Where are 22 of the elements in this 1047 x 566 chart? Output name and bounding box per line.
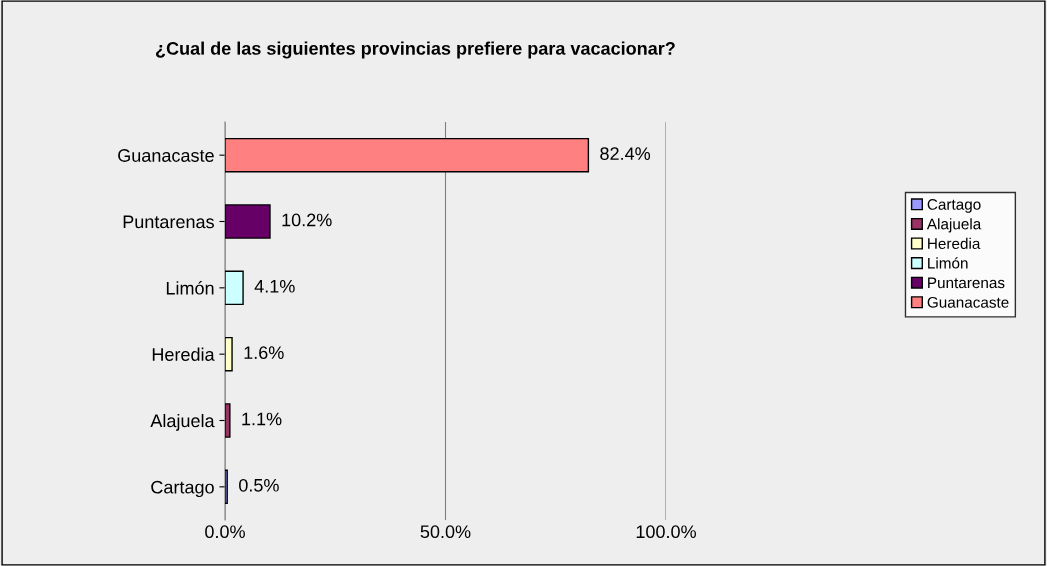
legend-label: Heredia [928, 237, 981, 250]
y-tick-label: Heredia [152, 347, 215, 361]
data-label: 10.2% [282, 213, 332, 227]
x-tick-label: 50.0% [420, 525, 471, 539]
legend-label: Limón [928, 257, 968, 269]
y-tick-label: Puntarenas [123, 215, 214, 229]
data-label: 82.4% [600, 147, 651, 161]
data-label: 1.6% [244, 346, 284, 360]
data-label: 4.1% [254, 279, 295, 293]
legend-label: Cartago [927, 199, 981, 213]
data-label: 0.5% [239, 478, 279, 492]
legend-label: Guanacaste [927, 296, 1009, 308]
chart-title: ¿Cual de las siguientes provincias prefiere para vacacionar? [156, 41, 675, 59]
y-tick-label: Limón [166, 281, 214, 295]
x-tick-label: 100.0% [636, 525, 696, 539]
x-tick-label: 0.0% [205, 525, 245, 539]
legend-label: Puntarenas [928, 277, 1005, 289]
legend-label: Alajuela [926, 218, 982, 233]
y-tick-label: Cartago [151, 480, 214, 498]
y-tick-label: Alajuela [150, 413, 215, 431]
y-tick-label: Guanacaste [118, 149, 214, 162]
data-label: 1.1% [242, 412, 282, 426]
